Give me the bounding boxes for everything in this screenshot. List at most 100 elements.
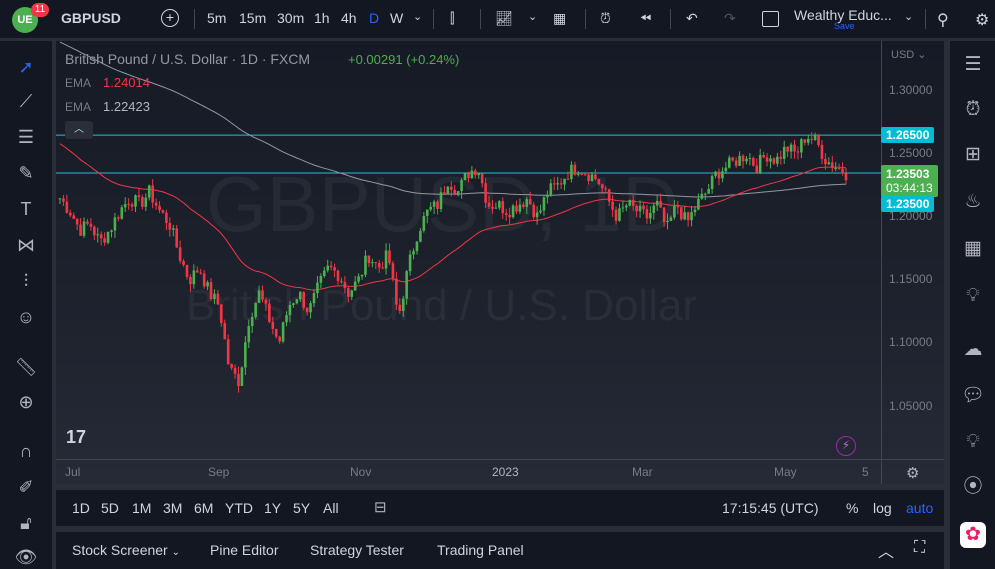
range-5d[interactable]: 5D <box>101 500 119 516</box>
candle-body <box>748 157 752 159</box>
chat-icon[interactable]: ☁ <box>963 339 983 360</box>
messages-icon[interactable]: 💬︎ <box>960 385 986 406</box>
price-tick: 1.15000 <box>889 272 933 287</box>
range-1d[interactable]: 1D <box>72 500 90 516</box>
candle-body <box>460 180 463 192</box>
candle-body <box>439 192 443 210</box>
layout-name[interactable]: Wealthy Educ... <box>794 7 892 23</box>
tab-pine-editor[interactable]: Pine Editor <box>210 542 279 558</box>
currency-selector[interactable]: USD ⌄ <box>891 49 927 61</box>
range-1m[interactable]: 1M <box>132 500 152 516</box>
candle-body <box>106 231 110 243</box>
search-icon[interactable]: ⚲ <box>937 12 949 29</box>
range-3m[interactable]: 3M <box>163 500 183 516</box>
interval-1h[interactable]: 1h <box>314 10 330 26</box>
candle-body <box>745 158 748 162</box>
lightning-icon[interactable]: ⚡︎ <box>836 436 856 456</box>
tab-strategy-tester[interactable]: Strategy Tester <box>310 542 404 558</box>
zoom-icon[interactable]: ⊕ <box>18 392 34 412</box>
log-toggle[interactable]: log <box>873 500 892 516</box>
data-window-icon[interactable]: ⊞ <box>965 144 981 165</box>
text-icon[interactable]: T <box>20 199 32 219</box>
percent-toggle[interactable]: % <box>846 500 859 516</box>
fib-icon[interactable]: ☰ <box>17 127 35 147</box>
interval-4h[interactable]: 4h <box>341 10 357 26</box>
interval-w[interactable]: W <box>390 10 404 26</box>
save-button[interactable]: Save <box>834 21 855 31</box>
candle-body <box>343 282 347 289</box>
chart-pane[interactable]: GBPUSD, 1D British Pound / U.S. Dollar B… <box>56 41 944 484</box>
candle-body <box>68 212 72 216</box>
candle-type-icon[interactable]: ⫿ <box>450 10 455 26</box>
eye-icon[interactable]: 👁︎ <box>14 547 38 567</box>
candle-body <box>347 288 350 297</box>
layout-dropdown-icon[interactable]: ⌄ <box>904 11 914 23</box>
streams-icon[interactable]: ⦿ <box>963 476 983 497</box>
candle-body <box>590 174 594 181</box>
notifications-icon[interactable]: 💡︎ <box>966 431 980 452</box>
range-6m[interactable]: 6M <box>194 500 214 516</box>
collapse-legend-button[interactable]: ︿ <box>65 121 93 139</box>
range-ytd[interactable]: YTD <box>225 500 253 516</box>
settings-icon[interactable]: ⚙ <box>975 12 990 29</box>
candle-body <box>782 146 786 159</box>
candle-body <box>405 271 408 299</box>
hotlists-icon[interactable]: ♨ <box>964 191 982 212</box>
candle-body <box>638 205 642 212</box>
alert-icon[interactable]: ⏰︎ <box>600 10 611 26</box>
candle-body <box>226 339 230 365</box>
chart-settings-icon[interactable]: ⚙ <box>906 465 920 482</box>
interval-5m[interactable]: 5m <box>207 10 227 26</box>
watchlist-icon[interactable]: ☰ <box>964 54 982 75</box>
ema1-label[interactable]: EMA <box>65 76 92 90</box>
auto-toggle[interactable]: auto <box>906 500 934 516</box>
range-1y[interactable]: 1Y <box>264 500 282 516</box>
pattern-icon[interactable]: ⋈ <box>17 235 35 255</box>
interval-dropdown-icon[interactable]: ⌄ <box>413 11 423 23</box>
fullscreen-icon[interactable] <box>762 11 779 27</box>
interval-d[interactable]: D <box>369 10 380 26</box>
clock[interactable]: 17:15:45 (UTC) <box>722 500 819 516</box>
replay-icon[interactable]: ⏪︎ <box>640 10 652 26</box>
indicators-dropdown-icon[interactable]: ⌄ <box>528 11 538 23</box>
emoji-icon[interactable]: ☺ <box>16 307 36 327</box>
candle-body <box>213 293 216 300</box>
indicators-icon[interactable]: 📈︎ <box>495 10 513 26</box>
range-all[interactable]: All <box>323 500 339 516</box>
candle-body <box>491 206 494 209</box>
undo-icon[interactable]: ↶ <box>686 10 698 26</box>
magnet-icon[interactable]: ∩ <box>19 441 33 461</box>
interval-30m[interactable]: 30m <box>277 10 305 26</box>
symbol-search[interactable]: GBPUSD <box>61 10 121 26</box>
maximize-panel-icon[interactable]: ⛶ <box>914 539 926 556</box>
ideas-icon[interactable]: 💡︎ <box>966 285 980 306</box>
trendline-icon[interactable]: ⟋ <box>19 91 33 111</box>
candle-body <box>501 201 505 214</box>
lock-drawing-icon[interactable]: ✐ <box>18 477 34 497</box>
candle-body <box>134 195 137 207</box>
assistant-icon[interactable]: ✿ <box>960 522 986 548</box>
candle-body <box>793 144 796 152</box>
tab-trading-panel[interactable]: Trading Panel <box>437 542 524 558</box>
candle-body <box>535 212 539 218</box>
ruler-icon[interactable]: 📏︎ <box>14 357 38 377</box>
interval-15m[interactable]: 15m <box>239 10 267 26</box>
lock-icon[interactable]: 🔓︎ <box>20 513 32 533</box>
add-symbol-icon[interactable]: + <box>161 9 179 27</box>
alerts-icon[interactable]: ⏰︎ <box>965 99 981 120</box>
brush-icon[interactable]: ✎ <box>18 163 34 183</box>
candle-body <box>518 204 522 212</box>
layouts-icon[interactable]: ▦ <box>553 10 567 26</box>
expand-panel-icon[interactable]: ︿ <box>878 544 895 561</box>
candle-body <box>250 316 254 327</box>
tab-stock-screener[interactable]: Stock Screener ⌄ <box>72 542 180 558</box>
calendar-icon[interactable]: ▦ <box>964 238 982 259</box>
price-plot[interactable] <box>56 41 881 459</box>
redo-icon[interactable]: ↷ <box>724 10 736 26</box>
range-5y[interactable]: 5Y <box>293 500 311 516</box>
candle-body <box>635 205 638 212</box>
prediction-icon[interactable]: ⫶ <box>23 271 29 291</box>
date-range-icon[interactable]: ⊟ <box>374 499 387 516</box>
cursor-icon[interactable]: ➚ <box>18 57 34 77</box>
candle-body <box>353 281 357 291</box>
